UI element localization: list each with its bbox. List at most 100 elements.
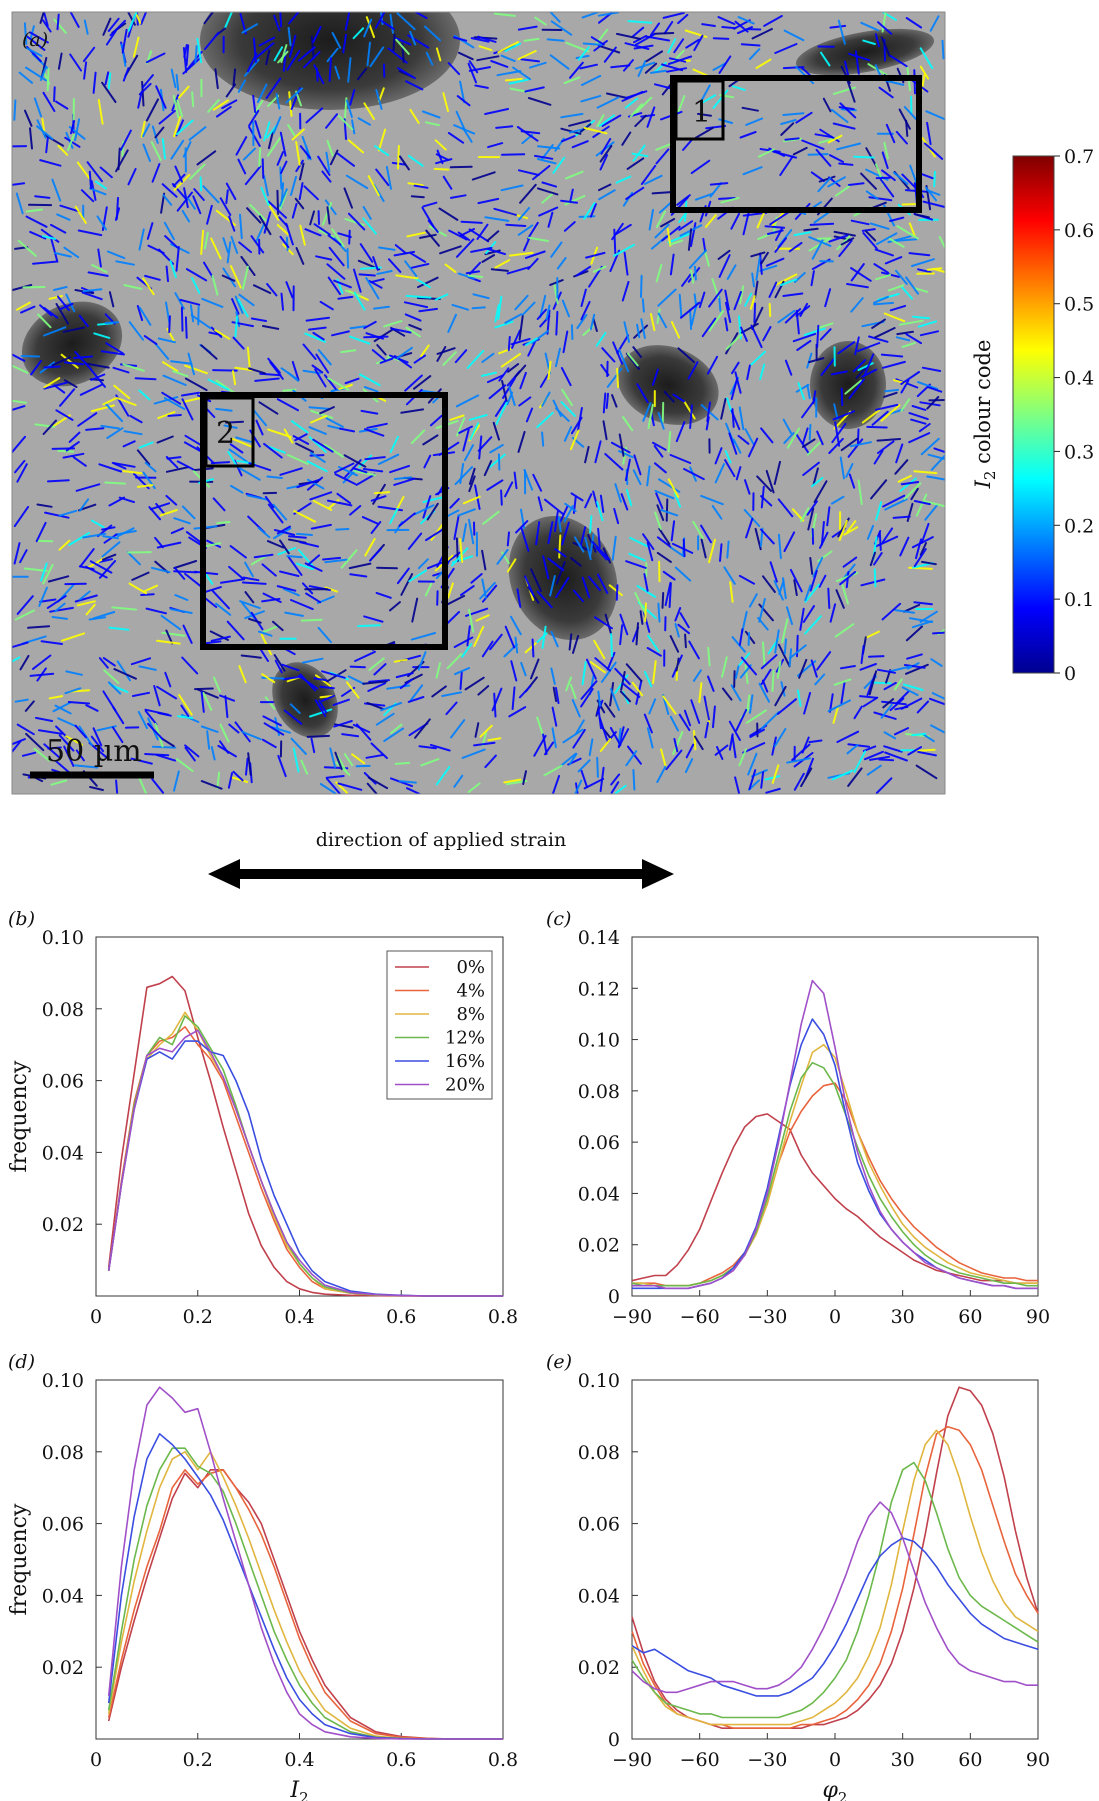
- fibre-segment: [700, 524, 712, 544]
- fibre-segment: [279, 570, 300, 577]
- series-line-20pct: [632, 979, 1038, 1290]
- fibre-segment: [250, 235, 265, 254]
- fibre-segment: [724, 450, 732, 464]
- fibre-segment: [546, 309, 551, 335]
- fibre-segment: [657, 312, 668, 329]
- fibre-segment: [882, 698, 895, 709]
- fibre-segment: [592, 490, 599, 508]
- fibre-segment: [468, 414, 488, 421]
- y-tick-label: 0.04: [42, 1142, 84, 1164]
- fibre-segment: [48, 575, 70, 583]
- fibre-segment: [120, 43, 127, 67]
- fibre-segment: [596, 501, 604, 522]
- fibre-segment: [771, 669, 775, 692]
- fibre-segment: [369, 46, 385, 68]
- fibre-segment: [413, 184, 429, 189]
- fibre-segment: [777, 533, 782, 560]
- fibre-segment: [677, 347, 696, 364]
- fibre-segment: [170, 360, 193, 365]
- y-tick-label: 0.06: [42, 1071, 84, 1093]
- fibre-segment: [256, 83, 268, 104]
- fibre-segment: [207, 378, 230, 391]
- fibre-segment: [346, 248, 350, 269]
- fibre-segment: [884, 751, 908, 762]
- fibre-segment: [352, 467, 368, 474]
- fibre-segment: [820, 51, 831, 67]
- fibre-segment: [77, 229, 103, 237]
- fibre-segment: [850, 267, 872, 282]
- fibre-segment: [51, 447, 76, 450]
- fibre-segment: [15, 192, 24, 215]
- fibre-segment: [96, 215, 107, 231]
- fibre-segment: [92, 611, 116, 620]
- fibre-segment: [786, 606, 793, 625]
- fibre-segment: [784, 359, 793, 376]
- fibre-segment: [634, 96, 653, 115]
- fibre-segment: [572, 635, 580, 654]
- fibre-segment: [667, 431, 672, 453]
- fibre-segment: [375, 712, 395, 726]
- fibre-segment: [494, 259, 511, 269]
- fibre-segment: [442, 175, 453, 190]
- fibre-segment: [50, 237, 59, 263]
- fibre-segment: [364, 456, 386, 461]
- fibre-segment: [109, 19, 126, 37]
- fibre-segment: [293, 510, 317, 523]
- fibre-segment: [159, 509, 178, 517]
- fibre-segment: [235, 436, 252, 443]
- fibre-segment: [453, 636, 474, 648]
- fibre-segment: [215, 407, 233, 412]
- fibre-segment: [908, 432, 931, 444]
- fibre-segment: [47, 746, 62, 750]
- fibre-segment: [547, 557, 565, 572]
- fibre-segment: [868, 335, 889, 343]
- fibre-segment: [300, 618, 323, 622]
- fibre-segment: [652, 660, 657, 684]
- fibre-segment: [338, 115, 354, 131]
- fibre-segment: [37, 313, 52, 329]
- y-tick-label: 0.02: [42, 1214, 84, 1236]
- fibre-segment: [44, 511, 70, 519]
- fibre-segment: [101, 526, 116, 531]
- fibre-segment: [279, 467, 303, 476]
- fibre-segment: [924, 504, 939, 521]
- fibre-segment: [728, 432, 738, 455]
- fibre-segment: [34, 195, 51, 199]
- fibre-segment: [269, 361, 284, 380]
- fibre-segment: [866, 764, 882, 776]
- fibre-segment: [833, 230, 856, 237]
- fibre-segment: [276, 525, 291, 535]
- fibre-segment: [581, 12, 600, 19]
- fibre-segment: [536, 632, 548, 643]
- fibre-segment: [363, 335, 389, 339]
- fibre-segment: [343, 187, 353, 209]
- fibre-segment: [461, 643, 473, 658]
- fibre-segment: [156, 639, 181, 645]
- fibre-segment: [809, 569, 818, 592]
- fibre-segment: [131, 571, 150, 581]
- fibre-segment: [613, 507, 620, 525]
- fibre-segment: [317, 626, 332, 644]
- fibre-segment: [804, 583, 820, 603]
- fibre-segment: [399, 678, 413, 690]
- fibre-segment: [276, 151, 284, 166]
- fibre-segment: [671, 542, 694, 554]
- fibre-segment: [860, 645, 865, 665]
- fibre-segment: [678, 293, 683, 318]
- fibre-segment: [230, 235, 239, 254]
- fibre-segment: [468, 608, 475, 633]
- fibre-segment: [477, 685, 490, 696]
- fibre-segment: [244, 561, 254, 578]
- fibre-segment: [517, 169, 540, 176]
- fibre-segment: [36, 503, 53, 508]
- x-tick-label: 60: [958, 1749, 982, 1771]
- roi-box-2-tag: [204, 396, 255, 468]
- fibre-segment: [122, 363, 145, 372]
- x-tick-label: 0.4: [284, 1306, 314, 1328]
- fibre-segment: [589, 533, 595, 558]
- fibre-segment: [407, 696, 425, 703]
- fibre-segment: [913, 548, 927, 568]
- fibre-segment: [183, 44, 188, 58]
- fibre-segment: [174, 292, 185, 310]
- fibre-segment: [88, 170, 92, 190]
